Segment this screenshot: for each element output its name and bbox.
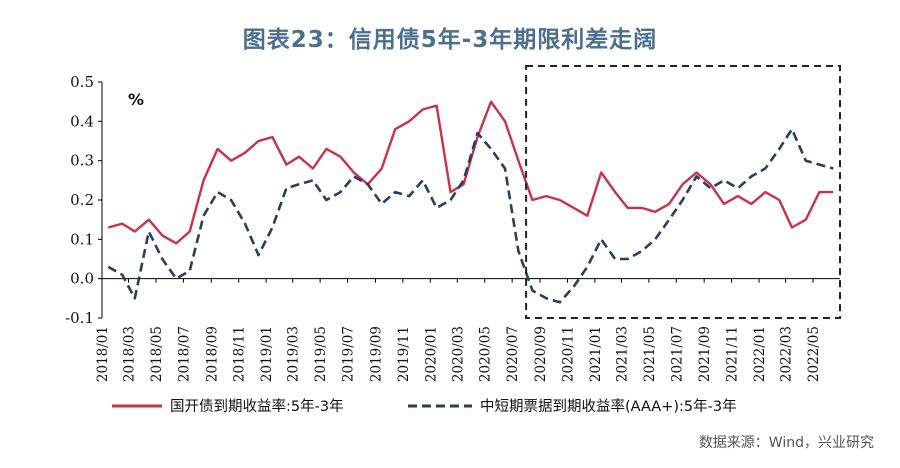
x-tick-label: 2022/05 — [806, 326, 822, 382]
legend: 国开债到期收益率:5年-3年 中短期票据到期收益率(AAA+):5年-3年 — [112, 398, 737, 415]
x-tick-label: 2019/09 — [368, 326, 384, 382]
y-tick-label: 0.4 — [70, 112, 94, 130]
x-tick-label: 2019/11 — [396, 326, 412, 382]
x-tick-label: 2019/01 — [259, 326, 275, 382]
x-tick-label: 2021/07 — [669, 326, 685, 382]
x-tick-label: 2021/09 — [697, 326, 713, 382]
legend-label-mtn: 中短期票据到期收益率(AAA+):5年-3年 — [480, 398, 737, 415]
y-tick-label: 0.0 — [70, 270, 94, 288]
source-note: 数据来源：Wind，兴业研究 — [698, 435, 874, 451]
y-tick-label: 0.2 — [70, 191, 94, 209]
y-tick-label: -0.1 — [65, 309, 94, 327]
x-tick-label: 2020/05 — [478, 326, 494, 382]
x-tick-label: 2018/05 — [149, 326, 165, 382]
series-line-cdb — [107, 100, 834, 245]
legend-label-cdb: 国开债到期收益率:5年-3年 — [170, 398, 344, 415]
x-tick-label: 2019/05 — [313, 326, 329, 382]
series-layer — [107, 100, 834, 304]
x-tick-label: 2021/11 — [725, 326, 741, 382]
x-tick-label: 2019/07 — [341, 326, 357, 382]
x-tick-label: 2021/03 — [614, 326, 630, 382]
x-tick-label: 2021/01 — [588, 326, 604, 382]
series-line-mtn — [107, 127, 834, 304]
x-tick-label: 2018/03 — [122, 326, 138, 382]
unit-label: % — [128, 90, 144, 109]
x-tick-label: 2022/01 — [752, 326, 768, 382]
x-tick-label: 2020/03 — [450, 326, 466, 382]
x-tick-label: 2020/01 — [423, 326, 439, 382]
x-tick-label: 2018/11 — [232, 326, 248, 382]
x-tick-label: 2018/09 — [204, 326, 220, 382]
x-tick-label: 2018/07 — [176, 326, 192, 382]
x-tick-label: 2022/03 — [779, 326, 795, 382]
x-tick-label: 2020/09 — [533, 326, 549, 382]
x-tick-label: 2020/11 — [560, 326, 576, 382]
y-tick-label: 0.5 — [70, 73, 94, 91]
y-tick-label: 0.3 — [70, 152, 94, 170]
x-tick-label: 2019/03 — [286, 326, 302, 382]
x-tick-label: 2018/01 — [95, 326, 111, 382]
highlight-box-layer — [525, 65, 842, 319]
x-tick-label: 2020/07 — [505, 326, 521, 382]
chart-title: 图表23：信用债5年-3年期限利差走阔 — [242, 27, 658, 53]
highlight-box — [525, 65, 842, 319]
y-tick-label: 0.1 — [70, 230, 94, 248]
x-tick-label: 2021/05 — [642, 326, 658, 382]
